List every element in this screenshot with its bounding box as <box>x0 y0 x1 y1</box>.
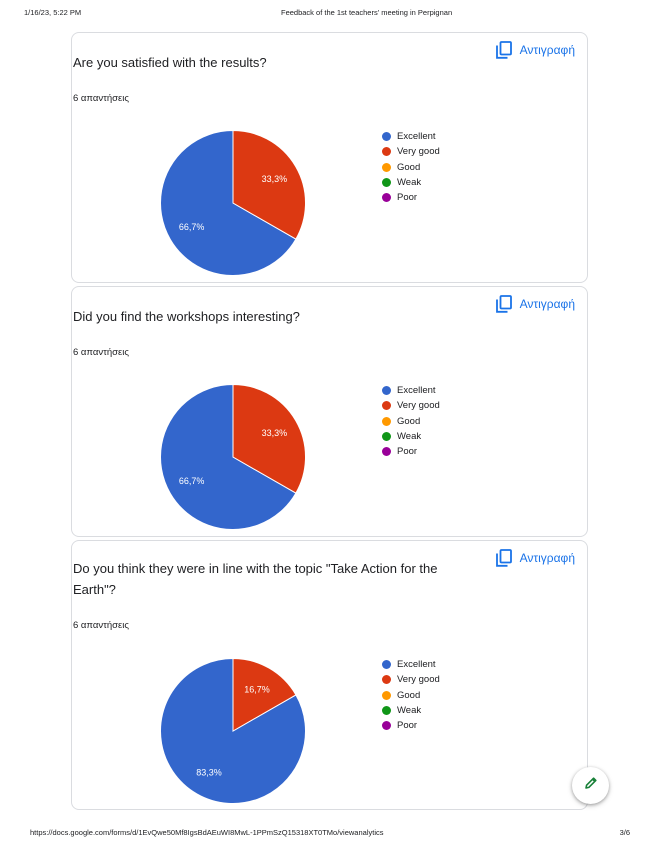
response-count: 6 απαντήσεις <box>73 347 129 358</box>
slice-label: 66,7% <box>179 476 205 486</box>
copy-icon <box>495 549 512 567</box>
response-count: 6 απαντήσεις <box>73 93 129 104</box>
copy-label: Αντιγραφή <box>519 551 575 565</box>
question-title: Do you think they were in line with the … <box>73 561 438 597</box>
print-datetime: 1/16/23, 5:22 PM <box>24 8 82 17</box>
question-title: Did you find the workshops interesting? <box>73 309 300 324</box>
legend-item: Weak <box>382 429 440 444</box>
legend-swatch <box>382 706 391 716</box>
legend-swatch <box>382 675 391 685</box>
question-title: Are you satisfied with the results? <box>73 55 267 70</box>
pie-slice <box>160 129 297 276</box>
pie-slice <box>232 657 297 732</box>
print-header: 1/16/23, 5:22 PM Feedback of the 1st tea… <box>0 8 660 22</box>
legend-item: Poor <box>382 444 440 459</box>
legend-label: Poor <box>397 192 418 204</box>
legend-item: Poor <box>382 718 440 733</box>
legend-swatch <box>382 147 391 157</box>
copy-icon <box>495 41 512 59</box>
pie-chart: 66,7% 33,3% <box>160 129 306 276</box>
legend-label: Weak <box>397 431 422 443</box>
copy-button[interactable]: Αντιγραφή <box>495 41 575 59</box>
legend-item: Poor <box>382 190 440 205</box>
copy-label: Αντιγραφή <box>519 43 575 57</box>
legend-item: Very good <box>382 672 440 687</box>
pie-slice <box>232 129 306 240</box>
legend-swatch <box>382 721 391 731</box>
legend-item: Weak <box>382 175 440 190</box>
legend-item: Good <box>382 414 440 429</box>
legend-swatch <box>382 416 391 426</box>
chart-legend: Excellent Very good Good Weak Poor <box>382 383 440 459</box>
copy-icon <box>495 295 512 313</box>
slice-label: 33,3% <box>262 174 288 184</box>
legend-swatch <box>382 660 391 670</box>
legend-label: Very good <box>397 400 440 412</box>
copy-button[interactable]: Αντιγραφή <box>495 549 575 567</box>
document-title: Feedback of the 1st teachers' meeting in… <box>281 8 453 17</box>
legend-label: Poor <box>397 720 418 732</box>
legend-swatch <box>382 386 391 396</box>
legend-label: Good <box>397 689 421 701</box>
legend-item: Excellent <box>382 657 440 672</box>
legend-label: Good <box>397 161 421 173</box>
legend-item: Very good <box>382 398 440 413</box>
chart-legend: Excellent Very good Good Weak Poor <box>382 657 440 733</box>
edit-fab-button[interactable] <box>572 767 609 804</box>
copy-label: Αντιγραφή <box>519 297 575 311</box>
print-footer: https://docs.google.com/forms/d/1EvQwe50… <box>0 828 660 842</box>
legend-item: Weak <box>382 703 440 718</box>
legend-swatch <box>382 432 391 442</box>
pie-chart: 66,7% 33,3% <box>160 383 306 530</box>
legend-label: Weak <box>397 705 422 717</box>
legend-item: Good <box>382 688 440 703</box>
pie-slice <box>160 383 297 530</box>
response-count: 6 απαντήσεις <box>73 620 129 631</box>
slice-label: 33,3% <box>262 428 288 438</box>
legend-swatch <box>382 447 391 457</box>
legend-label: Excellent <box>397 131 436 143</box>
pencil-icon <box>583 775 599 796</box>
question-card: Αντιγραφή Do you think they were in line… <box>71 540 588 810</box>
legend-item: Excellent <box>382 383 440 398</box>
legend-item: Very good <box>382 144 440 159</box>
copy-button[interactable]: Αντιγραφή <box>495 295 575 313</box>
legend-swatch <box>382 162 391 172</box>
legend-swatch <box>382 132 391 142</box>
pie-chart: 83,3% 16,7% <box>160 657 306 804</box>
legend-label: Excellent <box>397 385 436 397</box>
legend-label: Weak <box>397 177 422 189</box>
pie-slice <box>232 383 306 494</box>
legend-item: Good <box>382 160 440 175</box>
legend-swatch <box>382 401 391 411</box>
legend-label: Excellent <box>397 659 436 671</box>
chart-legend: Excellent Very good Good Weak Poor <box>382 129 440 205</box>
legend-swatch <box>382 690 391 700</box>
legend-label: Good <box>397 415 421 427</box>
legend-item: Excellent <box>382 129 440 144</box>
page-url: https://docs.google.com/forms/d/1EvQwe50… <box>30 828 384 837</box>
legend-label: Poor <box>397 446 418 458</box>
legend-swatch <box>382 193 391 203</box>
question-card: Αντιγραφή Did you find the workshops int… <box>71 286 588 537</box>
legend-label: Very good <box>397 146 440 158</box>
legend-label: Very good <box>397 674 440 686</box>
page-number: 3/6 <box>619 828 630 837</box>
slice-label: 83,3% <box>196 767 222 777</box>
legend-swatch <box>382 178 391 188</box>
slice-label: 66,7% <box>179 222 205 232</box>
slice-label: 16,7% <box>244 685 270 695</box>
question-card: Αντιγραφή Are you satisfied with the res… <box>71 32 588 283</box>
